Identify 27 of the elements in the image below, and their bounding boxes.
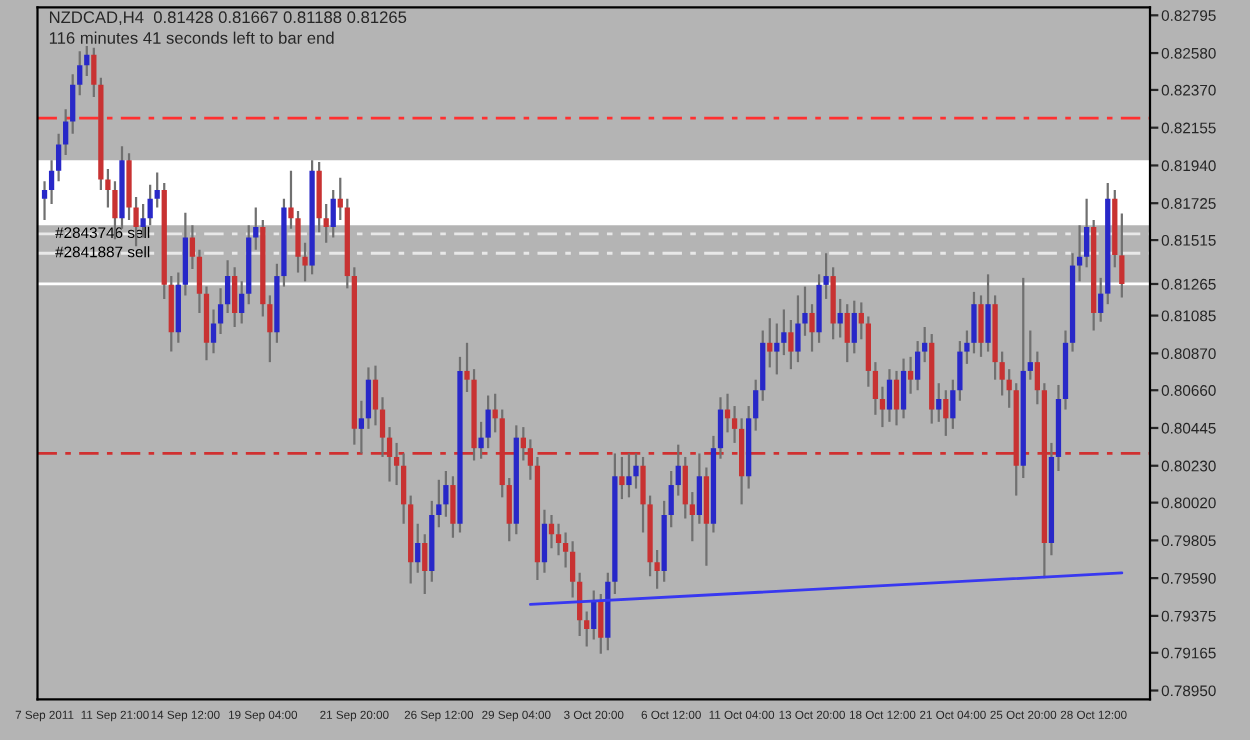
candlestick	[978, 294, 984, 358]
candlestick	[415, 522, 421, 574]
candlestick	[541, 508, 548, 574]
candlestick	[703, 466, 710, 567]
chart-title: NZDCAD,H4 0.81428 0.81667 0.81188 0.81265	[49, 11, 407, 26]
candlestick	[633, 452, 639, 490]
candlestick	[626, 452, 632, 499]
candlestick	[844, 303, 850, 364]
candlestick	[907, 355, 914, 395]
candlestick	[767, 317, 773, 369]
text: 116 minutes 41 seconds left to bar end	[49, 31, 334, 44]
candlestick	[886, 368, 893, 423]
candlestick	[450, 475, 456, 539]
candlestick	[696, 452, 703, 525]
candlestick	[598, 592, 604, 655]
candlestick	[985, 273, 991, 353]
candlestick	[851, 299, 857, 355]
candlestick	[936, 382, 942, 423]
candlestick	[232, 266, 238, 329]
candlestick	[915, 339, 921, 392]
candlestick	[900, 357, 907, 420]
candlestick	[795, 294, 801, 364]
candlestick	[830, 266, 836, 341]
candlestick	[774, 322, 780, 376]
candlestick	[943, 389, 949, 437]
candlestick	[591, 589, 597, 641]
candlestick	[893, 369, 900, 427]
